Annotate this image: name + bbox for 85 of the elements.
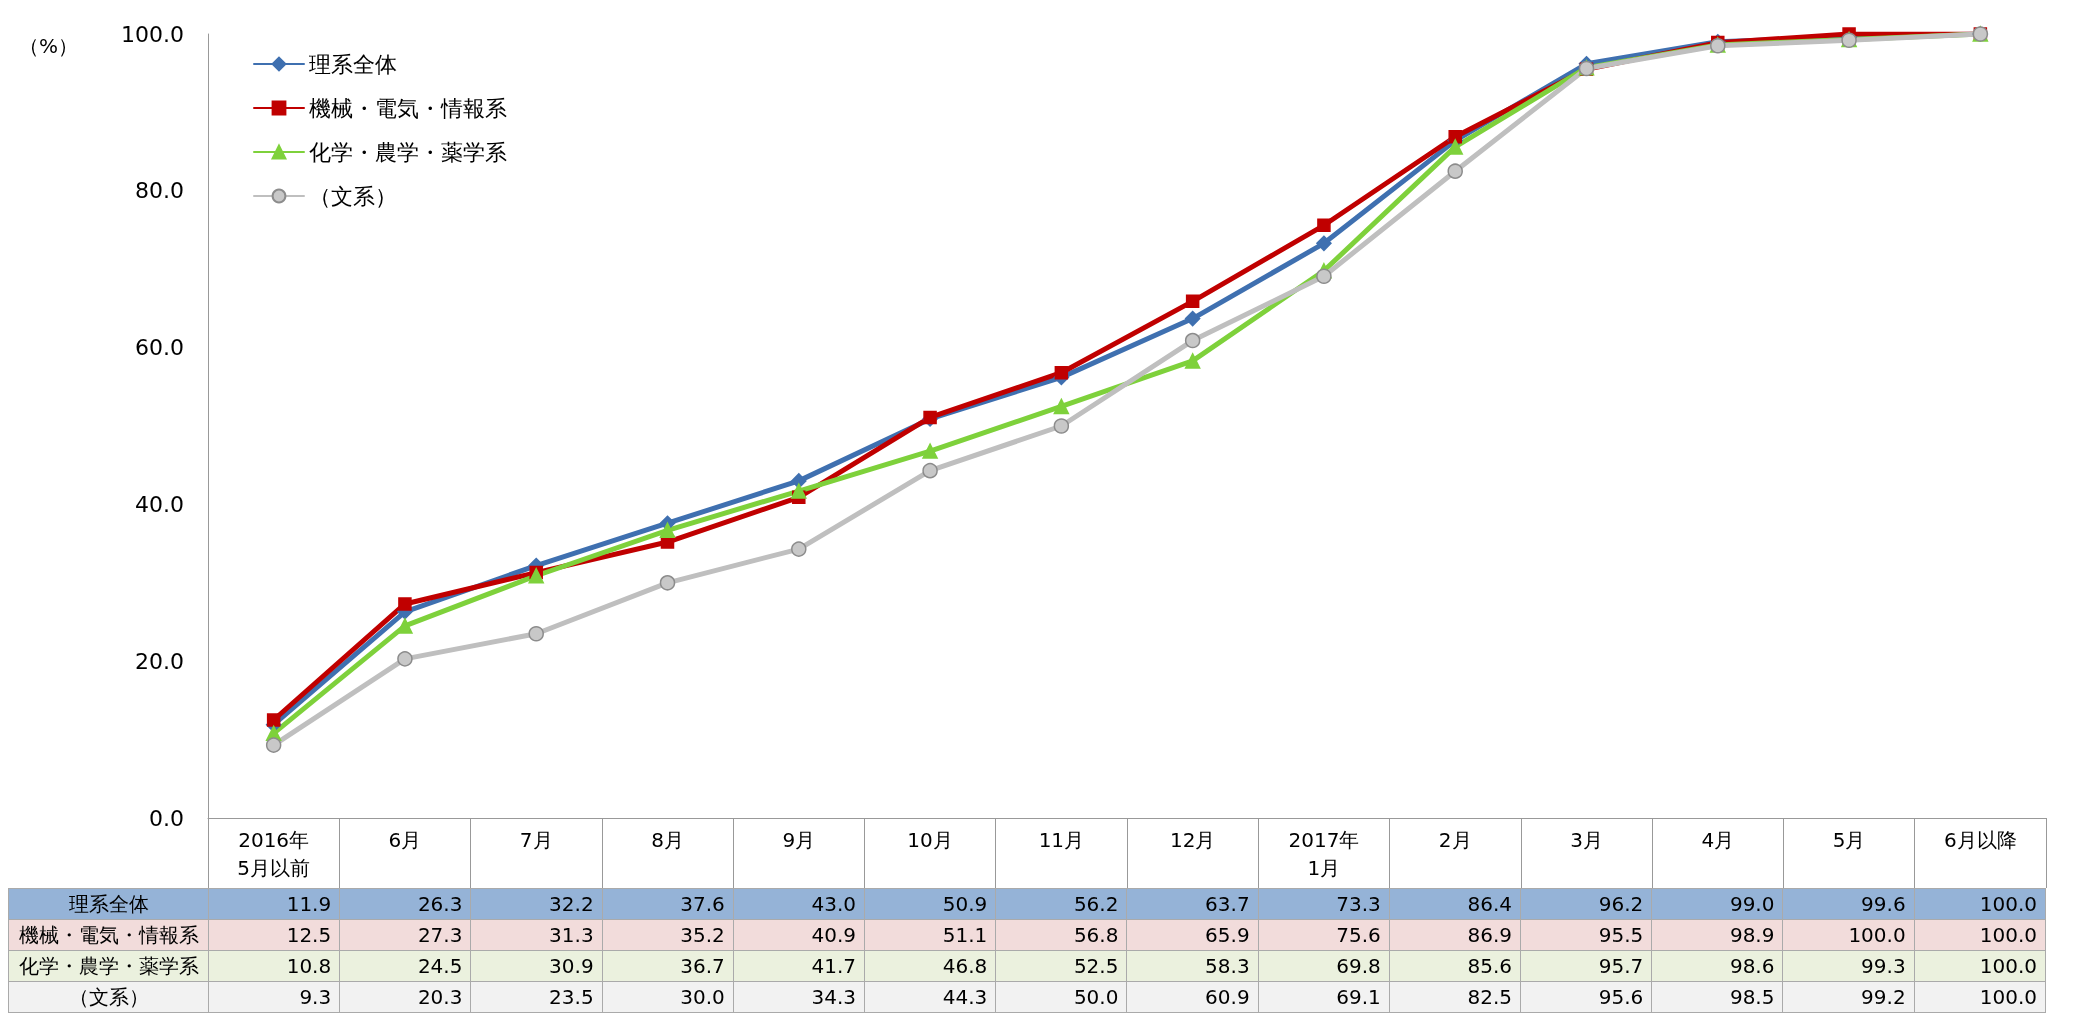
data-label: 20.3 (339, 981, 471, 1013)
data-label: 31.3 (470, 919, 603, 951)
text: 化学・農学・薬学系 (18, 953, 199, 978)
data-label: 56.2 (995, 888, 1127, 920)
data-label: 50.9 (864, 888, 996, 920)
data-label: 46.8 (864, 950, 996, 982)
data-label: 100.0 (1914, 981, 2046, 1013)
data-label: 69.1 (1258, 981, 1390, 1013)
data-label: 34.3 (733, 981, 865, 1013)
data-label: 27.3 (339, 919, 471, 951)
data-label: 82.5 (1389, 981, 1521, 1013)
x-tick-label: 3月 (1570, 828, 1603, 852)
data-label: 98.9 (1651, 919, 1783, 951)
data-label: 99.2 (1782, 981, 1915, 1013)
data-label: 99.6 (1782, 888, 1915, 920)
x-tick-label: 2017年 1月 (1288, 828, 1360, 880)
y-tick-label: 100.0 (121, 21, 184, 47)
x-tick-label: 10月 (907, 828, 953, 852)
x-tick-label: 5月 (1832, 828, 1866, 852)
data-label: 100.0 (1914, 919, 2046, 951)
legend-label: 化学・農学・薬学系 (309, 139, 507, 165)
data-label: 85.6 (1389, 950, 1521, 982)
y-tick-label: 40.0 (135, 491, 184, 517)
data-label: 10.8 (208, 950, 340, 982)
data-label: 96.2 (1520, 888, 1652, 920)
data-label: 40.9 (733, 919, 865, 951)
data-label: 36.7 (602, 950, 734, 982)
x-tick-label: 7月 (519, 828, 553, 852)
text: 理系全体 (68, 891, 149, 916)
data-label: 95.7 (1520, 950, 1652, 982)
data-label: 65.9 (1126, 919, 1259, 951)
data-label: 35.2 (602, 919, 734, 951)
data-label: 56.8 (995, 919, 1127, 951)
data-label: 73.3 (1258, 888, 1390, 920)
data-label: 24.5 (339, 950, 471, 982)
data-label: 41.7 (733, 950, 865, 982)
data-label: 75.6 (1258, 919, 1390, 951)
data-label: 58.3 (1126, 950, 1259, 982)
data-label: 99.0 (1651, 888, 1783, 920)
data-label: 52.5 (995, 950, 1127, 982)
data-label: 98.6 (1651, 950, 1783, 982)
x-tick-label: 2016年 5月以前 (237, 828, 311, 880)
x-tick-label: 4月 (1701, 828, 1735, 852)
data-label: 98.5 (1651, 981, 1783, 1013)
data-label: 100.0 (1782, 919, 1915, 951)
text: （文系） (68, 984, 149, 1009)
y-axis-title: （%） (18, 34, 78, 58)
data-label: 44.3 (864, 981, 996, 1013)
y-tick-label: 60.0 (135, 335, 184, 361)
x-tick-label: 11月 (1038, 828, 1085, 852)
data-label: 100.0 (1914, 950, 2046, 982)
data-label: 99.3 (1782, 950, 1915, 982)
x-tick-label: 8月 (651, 828, 684, 852)
y-tick-label: 20.0 (135, 648, 184, 674)
data-label: 32.2 (470, 888, 603, 920)
data-label: 60.9 (1126, 981, 1259, 1013)
data-label: 86.9 (1389, 919, 1521, 951)
data-label: 69.8 (1258, 950, 1390, 982)
x-tick-label: 9月 (782, 828, 816, 852)
data-label: 95.5 (1520, 919, 1652, 951)
data-label: 86.4 (1389, 888, 1521, 920)
legend-label: （文系） (309, 183, 397, 209)
legend-label: 理系全体 (309, 51, 397, 77)
data-label: 43.0 (733, 888, 865, 920)
data-label: 37.6 (602, 888, 734, 920)
data-label: 9.3 (208, 981, 340, 1013)
data-label: 95.6 (1520, 981, 1652, 1013)
data-label: 23.5 (470, 981, 603, 1013)
data-label: 11.9 (208, 888, 340, 920)
data-label: 12.5 (208, 919, 340, 951)
data-label: 51.1 (864, 919, 996, 951)
x-tick-label: 12月 (1169, 828, 1216, 852)
x-tick-label: 6月以降 (1943, 828, 2017, 852)
y-tick-label: 80.0 (135, 178, 184, 204)
data-label: 30.9 (470, 950, 603, 982)
data-label: 30.0 (602, 981, 734, 1013)
x-tick-label: 2月 (1438, 828, 1472, 852)
x-tick-label: 6月 (388, 828, 422, 852)
y-tick-label: 0.0 (149, 805, 184, 831)
data-label: 63.7 (1126, 888, 1259, 920)
data-label: 26.3 (339, 888, 471, 920)
text: 機械・電気・情報系 (18, 922, 199, 947)
legend-label: 機械・電気・情報系 (309, 95, 507, 121)
data-label: 50.0 (995, 981, 1127, 1013)
data-label: 100.0 (1914, 888, 2046, 920)
